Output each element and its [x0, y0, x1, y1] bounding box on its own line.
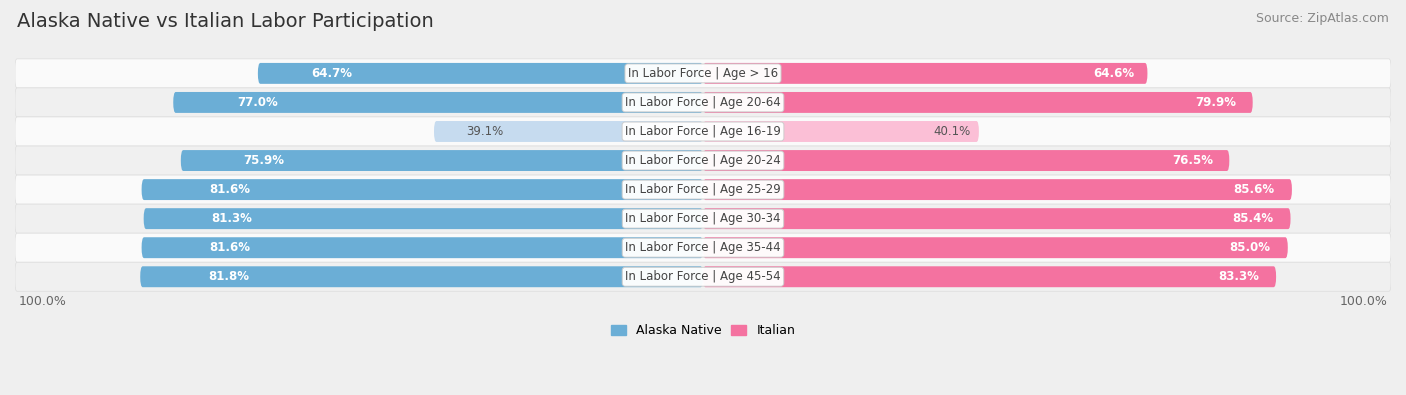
Text: 40.1%: 40.1% [934, 125, 970, 138]
FancyBboxPatch shape [703, 179, 1292, 200]
Text: In Labor Force | Age 45-54: In Labor Force | Age 45-54 [626, 270, 780, 283]
Text: 39.1%: 39.1% [467, 125, 503, 138]
Text: In Labor Force | Age 25-29: In Labor Force | Age 25-29 [626, 183, 780, 196]
FancyBboxPatch shape [15, 117, 1391, 146]
Text: 64.6%: 64.6% [1092, 67, 1135, 80]
Text: 100.0%: 100.0% [1340, 295, 1388, 308]
Text: In Labor Force | Age 16-19: In Labor Force | Age 16-19 [626, 125, 780, 138]
FancyBboxPatch shape [181, 150, 703, 171]
Text: 85.6%: 85.6% [1233, 183, 1274, 196]
Text: In Labor Force | Age 35-44: In Labor Force | Age 35-44 [626, 241, 780, 254]
FancyBboxPatch shape [141, 266, 703, 287]
Text: In Labor Force | Age 20-64: In Labor Force | Age 20-64 [626, 96, 780, 109]
FancyBboxPatch shape [173, 92, 703, 113]
FancyBboxPatch shape [703, 150, 1229, 171]
FancyBboxPatch shape [703, 208, 1291, 229]
Text: 77.0%: 77.0% [236, 96, 277, 109]
FancyBboxPatch shape [15, 59, 1391, 88]
Text: Alaska Native vs Italian Labor Participation: Alaska Native vs Italian Labor Participa… [17, 12, 433, 31]
Text: 81.6%: 81.6% [209, 241, 250, 254]
FancyBboxPatch shape [142, 237, 703, 258]
FancyBboxPatch shape [15, 175, 1391, 204]
FancyBboxPatch shape [703, 237, 1288, 258]
Legend: Alaska Native, Italian: Alaska Native, Italian [606, 320, 800, 342]
Text: 76.5%: 76.5% [1173, 154, 1213, 167]
FancyBboxPatch shape [15, 146, 1391, 175]
Text: 79.9%: 79.9% [1195, 96, 1236, 109]
Text: 83.3%: 83.3% [1218, 270, 1258, 283]
Text: 81.3%: 81.3% [211, 212, 252, 225]
FancyBboxPatch shape [142, 179, 703, 200]
FancyBboxPatch shape [703, 121, 979, 142]
Text: 100.0%: 100.0% [18, 295, 66, 308]
FancyBboxPatch shape [15, 204, 1391, 233]
Text: 85.4%: 85.4% [1232, 212, 1272, 225]
FancyBboxPatch shape [257, 63, 703, 84]
FancyBboxPatch shape [15, 262, 1391, 291]
Text: Source: ZipAtlas.com: Source: ZipAtlas.com [1256, 12, 1389, 25]
Text: 75.9%: 75.9% [243, 154, 284, 167]
FancyBboxPatch shape [15, 233, 1391, 262]
Text: 81.6%: 81.6% [209, 183, 250, 196]
Text: 81.8%: 81.8% [208, 270, 249, 283]
FancyBboxPatch shape [703, 266, 1277, 287]
FancyBboxPatch shape [703, 63, 1147, 84]
Text: 85.0%: 85.0% [1229, 241, 1270, 254]
FancyBboxPatch shape [143, 208, 703, 229]
FancyBboxPatch shape [703, 92, 1253, 113]
Text: In Labor Force | Age 30-34: In Labor Force | Age 30-34 [626, 212, 780, 225]
Text: 64.7%: 64.7% [311, 67, 353, 80]
Text: In Labor Force | Age > 16: In Labor Force | Age > 16 [628, 67, 778, 80]
FancyBboxPatch shape [15, 88, 1391, 117]
Text: In Labor Force | Age 20-24: In Labor Force | Age 20-24 [626, 154, 780, 167]
FancyBboxPatch shape [434, 121, 703, 142]
